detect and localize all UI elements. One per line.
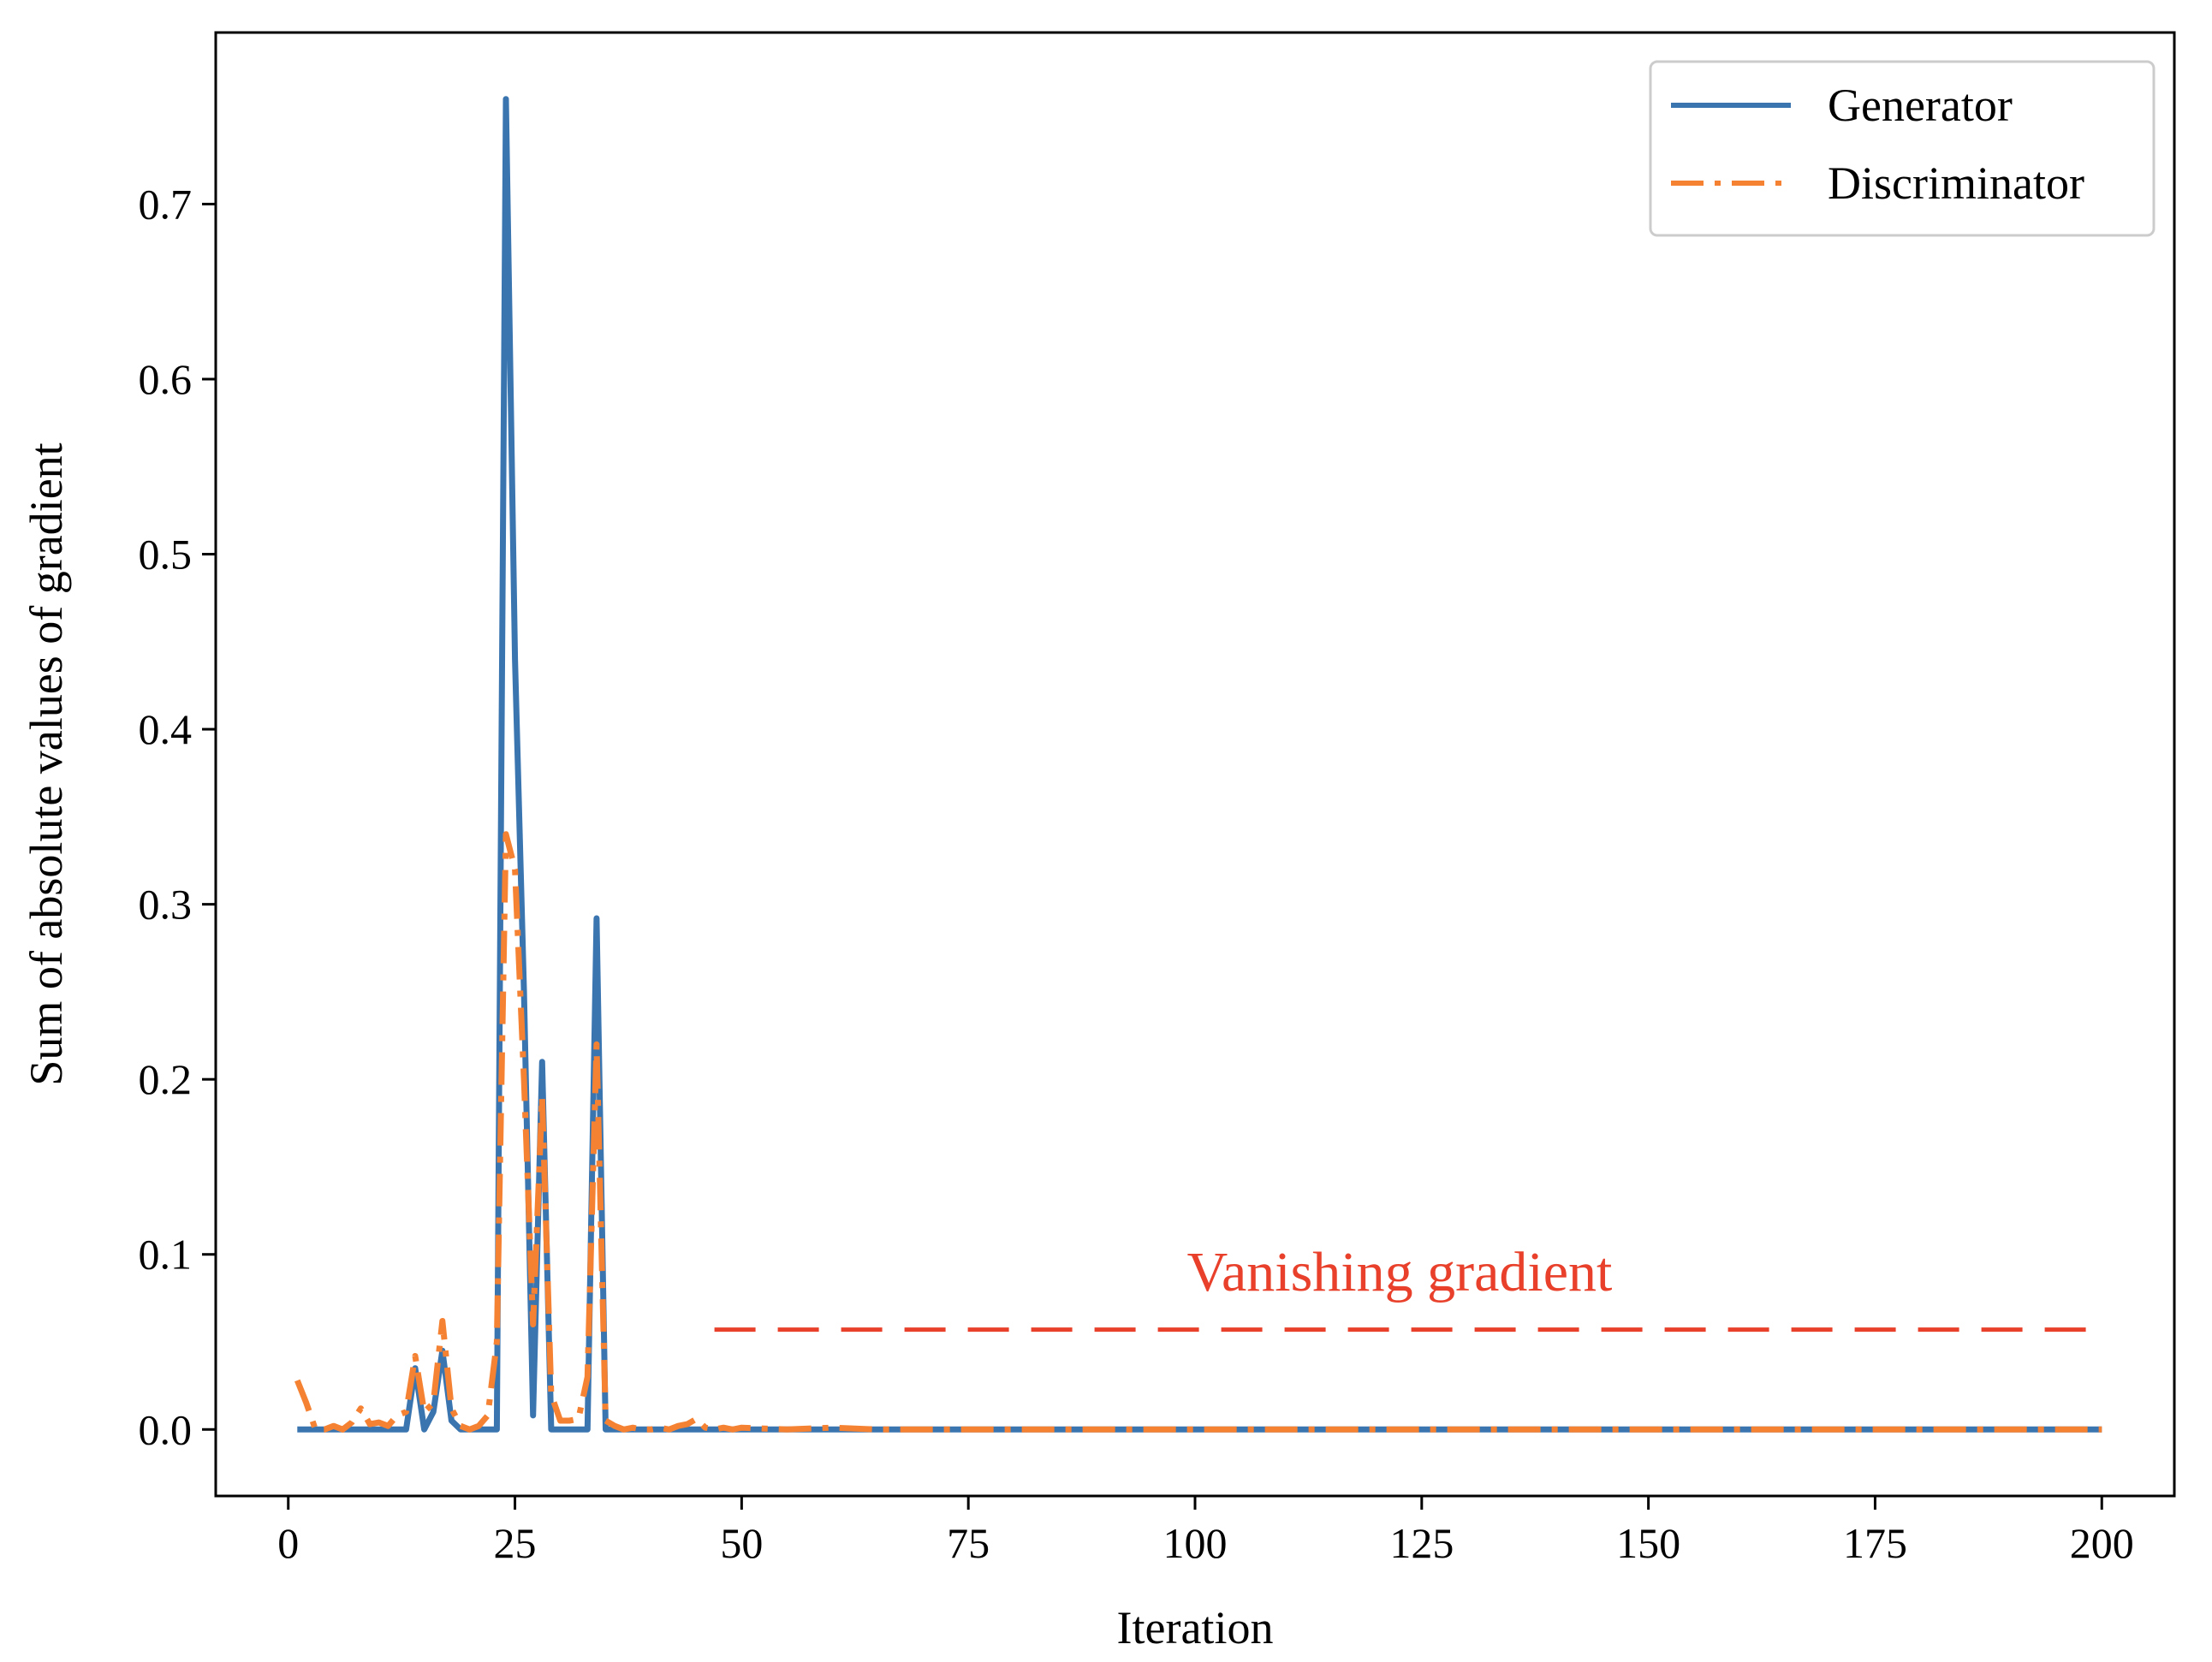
y-tick-label: 0.4 [139, 705, 193, 753]
plot-area [294, 96, 2102, 1433]
x-axis: 0 25 50 75 100 125 150 175 200 [277, 1496, 2134, 1567]
x-tick-label: 125 [1389, 1519, 1454, 1567]
y-tick-label: 0.3 [139, 881, 193, 929]
series-line-discriminator [294, 831, 2102, 1433]
x-tick-label: 50 [720, 1519, 763, 1567]
legend-label-discriminator: Discriminator [1828, 157, 2084, 209]
annotation-vanishing-gradient: Vanishing gradient [1187, 1241, 1613, 1303]
y-tick-label: 0.1 [139, 1231, 193, 1279]
y-axis: 0.0 0.1 0.2 0.3 0.4 0.5 0.6 0.7 [139, 180, 216, 1453]
legend: Generator Discriminator [1649, 60, 2156, 237]
y-tick-label: 0.2 [139, 1055, 193, 1103]
y-tick-label: 0.7 [139, 180, 193, 228]
x-tick-label: 100 [1163, 1519, 1228, 1567]
x-tick-label: 0 [277, 1519, 299, 1567]
y-axis-title: Sum of absolute values of gradient [21, 442, 72, 1085]
y-tick-label: 0.5 [139, 531, 193, 579]
y-tick-label: 0.6 [139, 355, 193, 403]
y-tick-label: 0.0 [139, 1405, 193, 1453]
x-tick-label: 200 [2070, 1519, 2134, 1567]
x-tick-label: 25 [494, 1519, 537, 1567]
x-tick-label: 175 [1843, 1519, 1907, 1567]
x-tick-label: 150 [1616, 1519, 1680, 1567]
x-tick-label: 75 [947, 1519, 990, 1567]
x-axis-title: Iteration [1117, 1602, 1274, 1653]
legend-label-generator: Generator [1828, 80, 2013, 131]
